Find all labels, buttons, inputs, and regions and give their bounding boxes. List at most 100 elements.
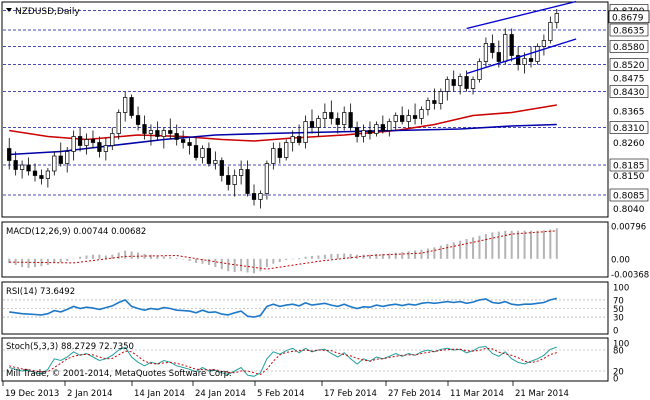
candle-body xyxy=(219,160,224,176)
candle-body xyxy=(535,46,540,62)
macd-histogram-bar xyxy=(349,253,352,259)
time-axis-labels: 19 Dec 2013 2 Jan 2014 14 Jan 2014 24 Jan 2… xyxy=(2,381,569,399)
candle-body xyxy=(26,164,31,172)
candle-body xyxy=(142,124,147,134)
macd-histogram-bar xyxy=(484,234,487,259)
time-axis-label: 17 Feb 2014 xyxy=(324,389,377,399)
candle-body xyxy=(84,139,89,146)
macd-histogram-bar xyxy=(188,258,191,261)
macd-signal-line xyxy=(9,230,557,270)
macd-histogram-bar xyxy=(414,250,417,259)
macd-histogram-bar xyxy=(517,230,520,259)
macd-histogram-bar xyxy=(439,245,442,259)
ma-red-line xyxy=(9,104,557,142)
macd-histogram-bar xyxy=(285,258,288,261)
candle-body xyxy=(161,130,166,137)
price-level-box xyxy=(609,188,649,202)
macd-histogram-bar xyxy=(446,243,449,259)
price-level-label: 0.8185 xyxy=(613,162,645,172)
candle-body xyxy=(483,43,489,62)
macd-histogram-bar xyxy=(265,258,268,268)
macd-histogram-bar xyxy=(452,242,455,259)
macd-histogram-bar xyxy=(130,251,133,259)
macd-tick-label: -0.00368 xyxy=(611,271,649,281)
macd-histogram-bar xyxy=(182,258,185,260)
candle-body xyxy=(97,142,102,152)
candle-body xyxy=(65,151,70,164)
candle-body xyxy=(522,58,527,65)
candle-body xyxy=(451,79,456,86)
macd-panel xyxy=(1,221,609,278)
channel-upper-line xyxy=(466,0,577,30)
price-level-box xyxy=(609,40,649,53)
macd-histogram-bar xyxy=(104,255,107,259)
macd-histogram-bar xyxy=(53,258,56,263)
macd-histogram-bar xyxy=(433,247,436,259)
candle-body xyxy=(174,133,179,140)
macd-histogram-bar xyxy=(27,258,30,268)
price-level-box xyxy=(609,158,649,172)
stoch-tick-label: 80 xyxy=(613,347,624,357)
candle-body xyxy=(226,175,231,185)
candle-body xyxy=(206,148,212,164)
macd-tick-label: 0.00796 xyxy=(611,223,646,233)
macd-histogram-bar xyxy=(278,258,281,263)
candle-body xyxy=(271,148,276,164)
candle-body xyxy=(148,130,154,134)
macd-histogram-bar xyxy=(426,248,429,259)
candle-body xyxy=(316,118,321,128)
stoch-title: Stoch(5,3,3) 88.2729 72.7350 xyxy=(6,342,134,352)
macd-histogram-bar xyxy=(407,251,410,259)
macd-histogram-bar xyxy=(98,254,101,259)
candle-body xyxy=(168,130,173,134)
macd-histogram-bar xyxy=(381,253,384,259)
triangle-down-icon[interactable] xyxy=(6,8,12,12)
trend-channel xyxy=(466,0,577,75)
time-axis-label: 5 Feb 2014 xyxy=(257,389,305,399)
macd-histogram-bar xyxy=(240,258,243,272)
price-tick-label: 0.8365 xyxy=(613,108,645,118)
price-level-label: 0.8520 xyxy=(613,61,645,71)
macd-histogram-bar xyxy=(91,254,94,259)
macd-histogram-bar xyxy=(111,254,114,259)
candle-body xyxy=(129,97,134,116)
candle-body xyxy=(13,160,18,170)
macd-histogram-bar xyxy=(85,255,88,259)
candle-body xyxy=(342,112,347,125)
macd-histogram-bar xyxy=(8,258,11,263)
price-level-box xyxy=(609,23,649,37)
macd-histogram-bar xyxy=(542,230,545,259)
candle-body xyxy=(155,130,160,137)
stoch-signal-line xyxy=(9,347,557,376)
candle-body xyxy=(284,142,289,158)
candle-body xyxy=(322,112,327,119)
price-panel xyxy=(1,1,609,218)
price-tick-label: 0.8260 xyxy=(613,139,645,149)
stoch-main-line xyxy=(9,345,557,377)
macd-histogram-bar xyxy=(59,258,62,263)
macd-histogram-bar xyxy=(465,239,468,259)
macd-histogram-bar xyxy=(310,255,313,259)
candle-body xyxy=(77,136,83,146)
price-level-label: 0.8430 xyxy=(613,88,645,98)
candle-body xyxy=(361,130,366,137)
macd-histogram-bar xyxy=(72,258,75,260)
candle-body xyxy=(548,22,553,41)
macd-histogram-bar xyxy=(478,235,481,259)
candle-body xyxy=(464,76,469,89)
candle-body xyxy=(290,136,295,143)
time-axis-label: 2 Jan 2014 xyxy=(67,389,113,399)
candle-body xyxy=(181,139,186,143)
candle-body xyxy=(90,139,96,143)
candle-body xyxy=(516,55,521,65)
candle-body xyxy=(406,115,411,122)
ma-blue-line xyxy=(9,123,557,156)
macd-histogram-bar xyxy=(21,258,24,268)
time-axis-label: 24 Jan 2014 xyxy=(195,389,246,399)
candle-body xyxy=(335,118,340,125)
macd-histogram-bar xyxy=(162,256,165,259)
macd-histogram-bar xyxy=(14,258,17,266)
macd-histogram-bar xyxy=(195,258,198,263)
candle-body xyxy=(123,97,128,113)
